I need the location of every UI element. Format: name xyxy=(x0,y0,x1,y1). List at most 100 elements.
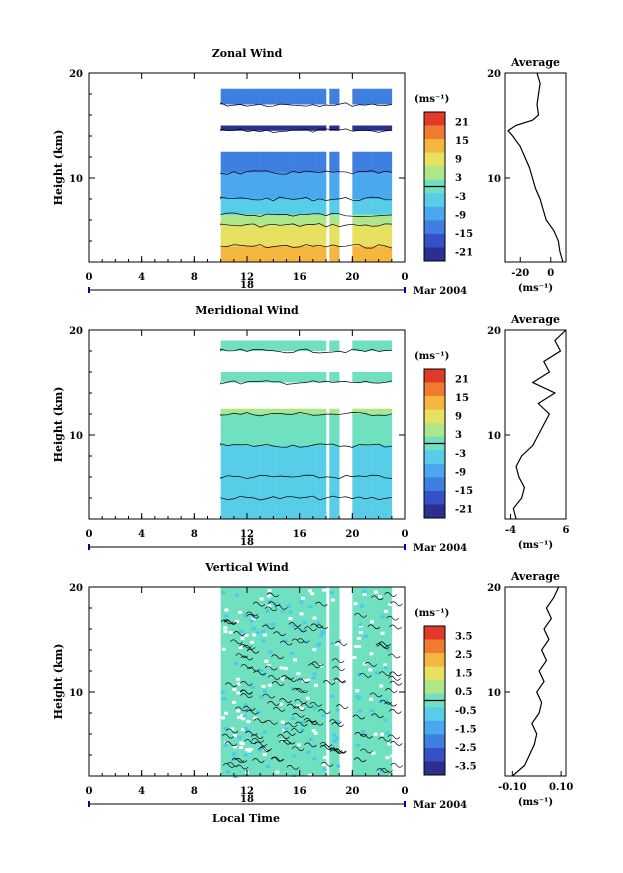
data-cell xyxy=(335,214,340,226)
data-cell xyxy=(223,199,228,215)
data-cell xyxy=(279,88,284,105)
day-label: 18 xyxy=(240,794,254,805)
data-speckle xyxy=(263,747,268,751)
data-cell xyxy=(256,340,261,351)
data-speckle xyxy=(329,591,334,595)
data-cell xyxy=(362,88,366,105)
data-speckle xyxy=(330,694,335,698)
data-speckle xyxy=(368,668,373,672)
data-cell xyxy=(388,246,393,262)
average-frame xyxy=(504,72,567,263)
data-cell xyxy=(253,225,258,247)
data-speckle xyxy=(223,743,228,747)
data-cell xyxy=(368,372,373,383)
data-cell xyxy=(319,125,324,131)
data-speckle xyxy=(267,604,272,608)
chart-title: Zonal Wind xyxy=(212,47,283,60)
contour-line xyxy=(267,675,281,680)
data-cell xyxy=(299,214,304,226)
data-cell xyxy=(293,477,297,498)
data-cell xyxy=(270,214,274,226)
data-speckle xyxy=(243,614,248,618)
data-cell xyxy=(286,408,291,414)
contour-line xyxy=(224,741,238,747)
data-cell xyxy=(368,151,373,173)
data-cell xyxy=(372,172,376,199)
data-cell xyxy=(260,246,264,262)
data-speckle xyxy=(312,616,317,620)
data-cell xyxy=(309,214,314,226)
data-cell xyxy=(240,498,245,519)
data-speckle xyxy=(271,622,276,626)
data-cell xyxy=(260,587,264,776)
data-cell xyxy=(329,372,333,383)
contour-line xyxy=(240,655,254,661)
data-cell xyxy=(312,172,317,199)
contour-line xyxy=(389,741,403,746)
colorbar-swatch xyxy=(424,369,445,383)
data-cell xyxy=(230,408,235,414)
data-speckle xyxy=(273,601,278,605)
data-cell xyxy=(306,151,310,173)
data-cell xyxy=(293,246,297,262)
data-cell xyxy=(293,151,297,173)
contour-line xyxy=(360,748,373,754)
average-y-tick-label: 20 xyxy=(487,583,501,594)
data-cell xyxy=(266,477,271,498)
contour-line xyxy=(220,170,392,175)
data-cell xyxy=(276,445,281,477)
data-cell xyxy=(289,88,294,105)
data-cell xyxy=(256,372,261,383)
data-cell xyxy=(378,246,383,262)
data-cell xyxy=(279,151,284,173)
data-cell xyxy=(312,225,317,247)
data-cell xyxy=(388,340,393,351)
data-cell xyxy=(368,498,373,519)
data-cell xyxy=(306,246,310,262)
data-cell xyxy=(273,372,277,383)
data-speckle xyxy=(300,596,305,600)
data-cell xyxy=(233,477,238,498)
data-cell xyxy=(322,125,327,131)
data-cell xyxy=(230,151,235,173)
data-cell xyxy=(266,372,271,383)
data-cell xyxy=(362,414,366,446)
data-speckle xyxy=(386,648,391,652)
contour-line xyxy=(262,624,275,630)
data-speckle xyxy=(383,663,388,667)
data-cell xyxy=(276,408,281,414)
x-tick-label: 12 xyxy=(240,272,254,283)
data-cell xyxy=(266,498,271,519)
data-cell xyxy=(365,340,370,351)
colorbar-swatch xyxy=(424,112,445,126)
colorbar-swatch xyxy=(424,477,445,492)
data-cell xyxy=(329,340,333,351)
contour-line xyxy=(231,758,245,763)
data-speckle xyxy=(261,639,266,643)
data-cell xyxy=(237,172,241,199)
data-cell xyxy=(283,587,287,776)
data-cell xyxy=(230,225,235,247)
data-cell xyxy=(332,340,337,351)
contour-line xyxy=(259,746,272,751)
data-cell xyxy=(316,172,320,199)
data-cell xyxy=(240,408,245,414)
data-cell xyxy=(352,445,356,477)
x-tick-label: 0 xyxy=(86,529,93,540)
contour-line xyxy=(244,739,257,744)
data-speckle xyxy=(306,750,311,754)
contour-line xyxy=(272,706,286,712)
data-speckle xyxy=(332,739,337,743)
data-cell xyxy=(309,88,314,105)
colorbar-swatch xyxy=(424,206,445,221)
data-cell xyxy=(293,372,297,383)
data-cell xyxy=(312,587,317,776)
data-cell xyxy=(237,587,241,776)
colorbar-swatch xyxy=(424,247,445,262)
contour-line xyxy=(283,731,296,736)
x-tick-label: 0 xyxy=(402,272,409,283)
data-cell xyxy=(243,445,248,477)
data-cell xyxy=(352,408,356,414)
data-speckle xyxy=(263,689,268,693)
colorbar-swatch xyxy=(424,450,445,465)
